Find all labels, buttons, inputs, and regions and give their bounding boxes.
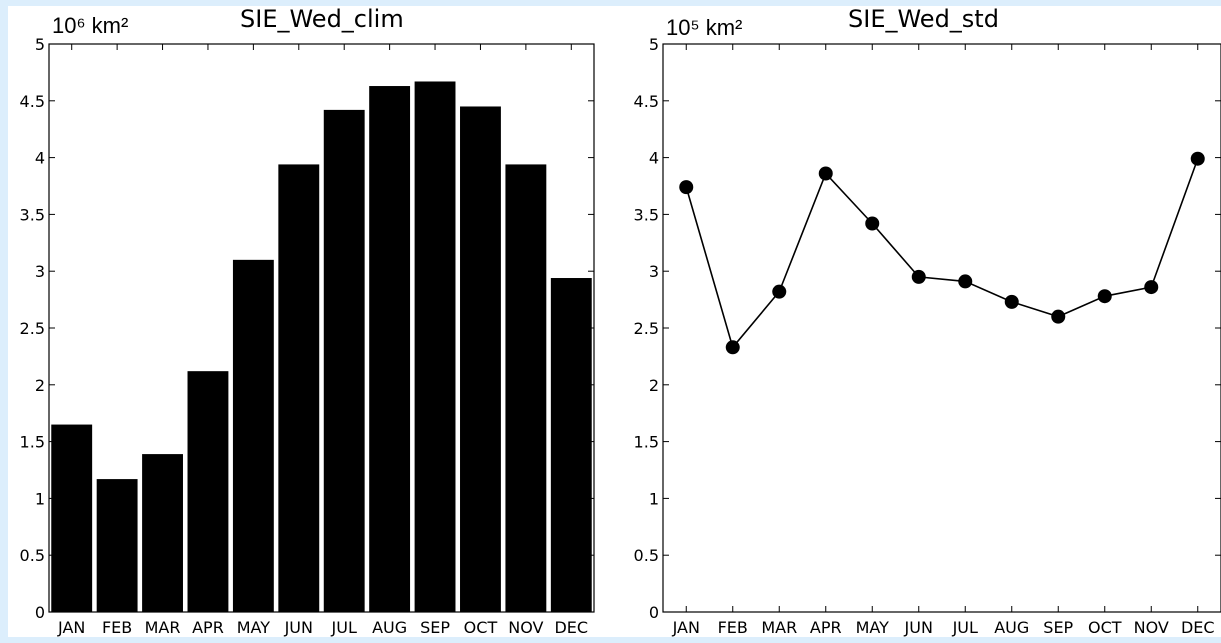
x-tick-label: JAN [57,618,85,637]
unit-label-std: 10⁵ km² [666,15,742,40]
y-tick-label: 1 [649,489,659,508]
y-tick-labels-std: 0 0.5 1 1.5 2 2.5 3 3.5 4 4.5 5 [634,35,659,622]
point-aug [1004,294,1019,309]
point-mar [772,284,787,299]
line-group [679,151,1205,355]
x-tick-labels-std: JAN FEB MAR APR MAY JUN JUL AUG SEP OCT NOV DEC [672,618,1215,637]
bar-jun [278,164,320,612]
x-tick-label: APR [810,618,842,637]
bar-may [232,259,274,612]
y-tick-label: 3 [649,262,659,281]
x-tick-label: SEP [420,618,450,637]
point-sep [1051,309,1066,324]
bar-sep [414,81,456,613]
bar-group [51,81,592,613]
plot-frame [662,43,1221,613]
x-tick-label: APR [192,618,224,637]
x-tick-label: JUL [331,618,357,637]
chart-std: 10⁵ km² SIE_Wed_std 0 0.5 1 1.5 2 2.5 3 3.5 4 4.5… [634,6,1221,637]
x-tick-label: OCT [1088,618,1122,637]
y-tick-label: 1 [35,489,45,508]
point-nov [1144,280,1159,295]
axes-std [662,43,1221,613]
y-tick-label: 1.5 [634,433,659,452]
y-tick-label: 2.5 [20,319,45,338]
unit-label-clim: 10⁶ km² [52,13,128,38]
y-tick-label: 4 [649,149,659,168]
x-tick-label: AUG [372,618,407,637]
y-tick-label: 3 [35,262,45,281]
bar-feb [96,479,138,612]
point-apr [818,166,833,181]
x-tick-label: DEC [1181,618,1215,637]
x-tick-label: FEB [102,618,132,637]
bar-apr [187,371,229,612]
y-tick-label: 1.5 [20,433,45,452]
x-tick-label: NOV [1134,618,1169,637]
x-tick-label: JUN [904,618,933,637]
x-tick-label: SEP [1043,618,1073,637]
y-tick-label: 0 [35,603,45,622]
x-tick-labels-clim: JAN FEB MAR APR MAY JUN JUL AUG SEP OCT NOV DEC [57,618,588,637]
point-oct [1097,289,1112,304]
figure: 10⁶ km² SIE_Wed_clim 0 0.5 1 1.5 2 2.5 3 3.5 4 4.… [8,6,1221,637]
y-tick-label: 2 [649,376,659,395]
x-tick-label: JUL [952,618,978,637]
series-line [685,158,1199,349]
y-tick-label: 0.5 [20,546,45,565]
x-tick-label: AUG [994,618,1029,637]
y-tick-label: 4.5 [20,92,45,111]
bar-jan [51,424,93,612]
point-feb [725,340,740,355]
y-tick-label: 3.5 [634,205,659,224]
point-jun [911,269,926,284]
point-jul [958,274,973,289]
bar-dec [550,278,592,612]
x-tick-label: JAN [672,618,700,637]
y-tick-label: 0.5 [634,546,659,565]
bar-aug [369,86,411,613]
chart-title-std: SIE_Wed_std [848,6,999,33]
x-tick-label: FEB [718,618,748,637]
x-tick-label: NOV [508,618,543,637]
point-may [865,216,880,231]
charts-canvas: 10⁶ km² SIE_Wed_clim 0 0.5 1 1.5 2 2.5 3 3.5 4 4.… [20,6,1221,637]
y-tick-label: 5 [35,35,45,54]
y-tick-label: 4 [35,149,45,168]
bar-oct [460,106,501,612]
chart-clim: 10⁶ km² SIE_Wed_clim 0 0.5 1 1.5 2 2.5 3 3.5 4 4.… [20,6,595,637]
x-tick-label: MAR [145,618,181,637]
y-tick-label: 2 [35,376,45,395]
x-tick-label: OCT [464,618,498,637]
x-tick-label: MAY [237,618,271,637]
y-tick-label: 2.5 [634,319,659,338]
bar-nov [505,164,547,612]
y-tick-label: 5 [649,35,659,54]
x-tick-label: MAY [856,618,890,637]
bar-jul [323,109,365,612]
point-jan [679,180,694,195]
axes-clim [48,43,595,613]
x-tick-label: JUN [284,618,313,637]
x-tick-label: DEC [554,618,588,637]
y-tick-labels-clim: 0 0.5 1 1.5 2 2.5 3 3.5 4 4.5 5 [20,35,45,622]
chart-title-clim: SIE_Wed_clim [240,6,404,33]
point-dec [1190,151,1205,166]
y-tick-label: 0 [649,603,659,622]
x-tick-label: MAR [761,618,797,637]
y-tick-label: 3.5 [20,205,45,224]
y-tick-label: 4.5 [634,92,659,111]
bar-mar [142,454,183,612]
